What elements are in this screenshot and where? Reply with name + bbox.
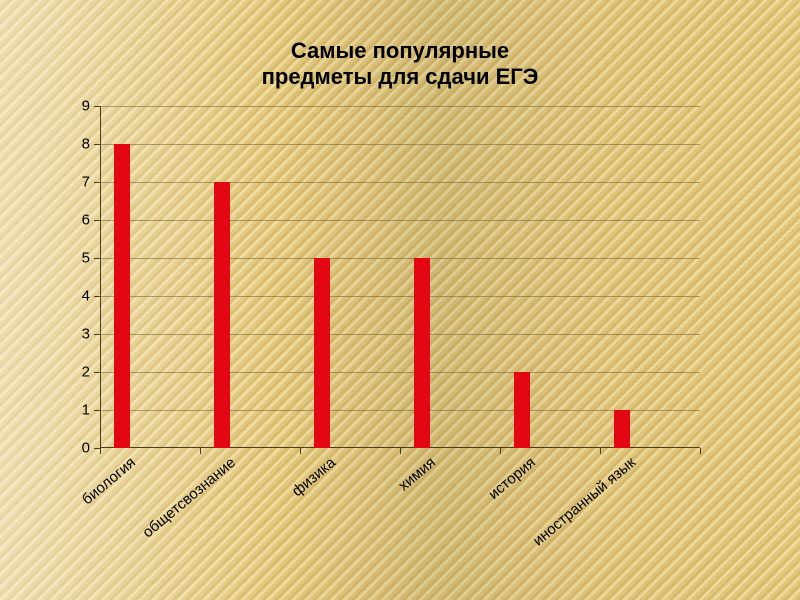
gridline [100,144,700,145]
x-tick-label: химия [259,454,438,600]
x-tick-labels: биологияобщетсвознаниефизикахимияистория… [100,454,700,594]
gridline [100,106,700,107]
gridline [100,258,700,259]
x-tick-label: история [359,454,538,600]
y-tick-labels: 0123456789 [0,106,100,448]
y-tick-label: 5 [82,250,90,267]
slide: Самые популярные предметы для сдачи ЕГЭ … [0,0,800,600]
y-tick-label: 6 [82,212,90,229]
y-tick-label: 2 [82,364,90,381]
y-tick-label: 4 [82,288,90,305]
x-tick-label: иностранный язык [459,454,638,600]
chart-plot-area [100,106,700,448]
y-tick-label: 1 [82,402,90,419]
chart-title: Самые популярные предметы для сдачи ЕГЭ [0,38,800,91]
x-tick [700,448,701,454]
chart-title-line1: Самые популярные [0,38,800,64]
y-tick-label: 8 [82,136,90,153]
y-tick-label: 7 [82,174,90,191]
bar [214,182,230,448]
bar [114,144,130,448]
y-tick-label: 0 [82,440,90,457]
chart-title-line2: предметы для сдачи ЕГЭ [0,64,800,90]
x-tick-label: общетсвознание [59,454,238,600]
gridline [100,182,700,183]
bar [414,258,430,448]
x-tick-label: физика [159,454,338,600]
x-tick-label: биология [0,454,139,600]
y-axis [100,106,101,448]
gridline [100,372,700,373]
bar [614,410,630,448]
gridline [100,410,700,411]
bar [514,372,530,448]
gridline [100,296,700,297]
gridline [100,220,700,221]
gridline [100,334,700,335]
bar [314,258,330,448]
y-tick-label: 3 [82,326,90,343]
y-tick-label: 9 [82,98,90,115]
